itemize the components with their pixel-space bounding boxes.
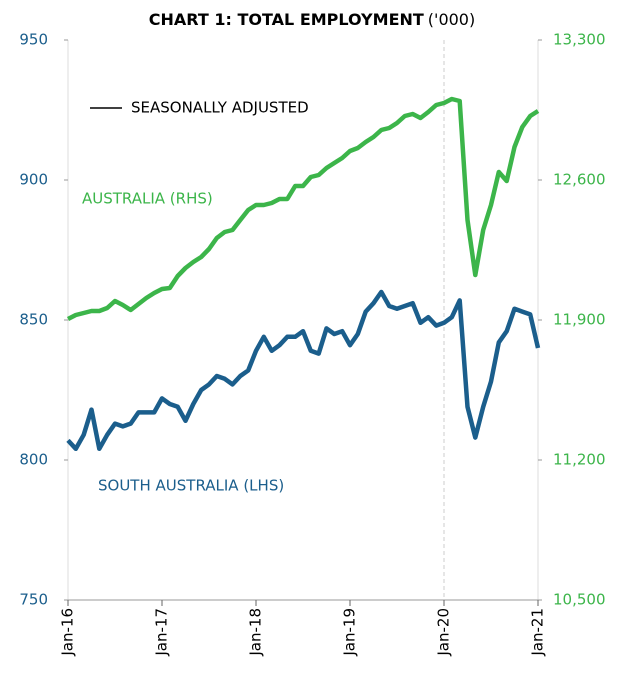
y-tick-label: 850	[19, 311, 48, 329]
chart-title: CHART 1: TOTAL EMPLOYMENT ('000)	[149, 10, 475, 29]
y-tick-label: 750	[19, 591, 48, 609]
series-label: AUSTRALIA (RHS)	[82, 190, 213, 208]
title-unit: ('000)	[428, 10, 475, 29]
x-tick-label: Jan-21	[529, 608, 547, 657]
y-tick-label: 800	[19, 451, 48, 469]
annotation: SEASONALLY ADJUSTED	[131, 99, 309, 117]
series-line	[66, 289, 541, 452]
y2-tick-label: 12,600	[553, 171, 606, 189]
series-line	[66, 96, 540, 322]
series-label: SOUTH AUSTRALIA (LHS)	[98, 477, 284, 495]
y2-tick-label: 11,900	[553, 311, 606, 329]
x-tick-label: Jan-17	[153, 608, 171, 657]
y-tick-label: 900	[19, 171, 48, 189]
y2-tick-label: 13,300	[553, 31, 606, 49]
y2-tick-label: 10,500	[553, 591, 606, 609]
x-tick-label: Jan-20	[435, 608, 453, 657]
x-tick-label: Jan-16	[59, 608, 77, 657]
title: CHART 1: TOTAL EMPLOYMENT	[149, 10, 424, 29]
x-tick-label: Jan-19	[341, 608, 359, 657]
y-tick-label: 950	[19, 31, 48, 49]
x-tick-label: Jan-18	[247, 608, 265, 657]
y2-tick-label: 11,200	[553, 451, 606, 469]
